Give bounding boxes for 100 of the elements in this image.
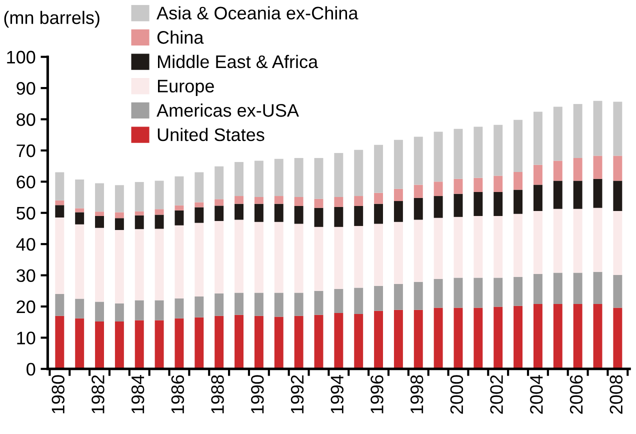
x-tick-label: 1996 [370,375,384,414]
bar [75,298,84,318]
bar [294,196,304,206]
bar [334,152,344,197]
bar [414,282,423,310]
bar [194,202,204,208]
bar [114,321,124,369]
bar [573,104,582,158]
bar [434,132,443,182]
bar [374,204,384,224]
bar [334,226,344,290]
bar [494,278,503,307]
bar [613,308,622,369]
bar [234,162,244,196]
bar [174,298,184,318]
bar [613,211,622,275]
bar [434,196,443,218]
bar [174,205,184,210]
bar [55,294,64,316]
bar [593,208,602,272]
bar [75,318,84,369]
legend-label: Middle East & Africa [158,54,318,68]
bar [593,272,602,304]
bar [533,274,542,304]
bar [533,211,542,274]
bar [75,208,84,212]
bar [494,216,503,278]
bar [75,212,84,224]
bar [354,226,364,288]
x-tick-label: 2006 [570,375,583,414]
y-tick-label: 50 [16,206,36,220]
bar [613,156,622,181]
bar [154,300,164,320]
bar [234,196,244,204]
bar [334,289,344,314]
bar [154,209,164,215]
bar [434,218,443,280]
legend-label: China [157,30,204,44]
bar [593,178,602,208]
legend-label: United States [158,128,264,142]
bar [374,144,384,193]
y-tick-label: 100 [7,50,36,64]
bar [593,156,602,179]
bar [95,216,104,228]
bar [454,216,463,278]
bar [294,158,304,197]
x-tick-label: 1992 [290,375,304,414]
bar [154,214,164,229]
y-tick-label: 70 [16,144,36,158]
bar [114,218,124,230]
bar [514,190,523,214]
bar [55,200,64,206]
bar [533,304,542,369]
bar [114,303,124,322]
bar [95,302,104,322]
bar [254,292,264,316]
bar [194,296,204,318]
bar [454,308,463,369]
bar [154,228,164,300]
bar [414,310,423,369]
bar [414,184,423,198]
bar [55,316,64,369]
bar [134,320,144,369]
x-tick-label: 1998 [410,375,424,414]
x-tick-label: 2004 [530,374,543,414]
bar [154,180,164,210]
bar [613,180,622,212]
bar [114,185,124,212]
bar [95,321,104,369]
x-tick-label: 1980 [52,375,65,414]
bar [533,112,542,165]
bar [254,160,264,197]
bar [454,178,463,194]
y-tick-label: 90 [16,82,36,95]
bar [573,272,582,304]
x-tick-label: 1982 [92,375,104,414]
bar [553,304,562,369]
bar [434,308,443,369]
bar [134,300,144,320]
bar [354,314,364,369]
bar [234,314,244,369]
bar [533,164,542,185]
bar [474,192,483,216]
bar [75,224,84,299]
bar [553,106,562,161]
bar [434,182,443,196]
bar [95,183,104,212]
y-tick-label: 40 [16,238,36,251]
bar [394,140,403,189]
bar [553,272,562,304]
x-tick-label: 1984 [131,374,144,414]
bar [274,316,284,369]
bar [394,201,403,222]
bar [593,100,602,156]
bar [553,208,562,273]
bar [374,310,384,369]
legend-label: Americas ex-USA [156,104,299,117]
bar [354,196,364,206]
bar [454,128,463,179]
bar [194,222,204,297]
